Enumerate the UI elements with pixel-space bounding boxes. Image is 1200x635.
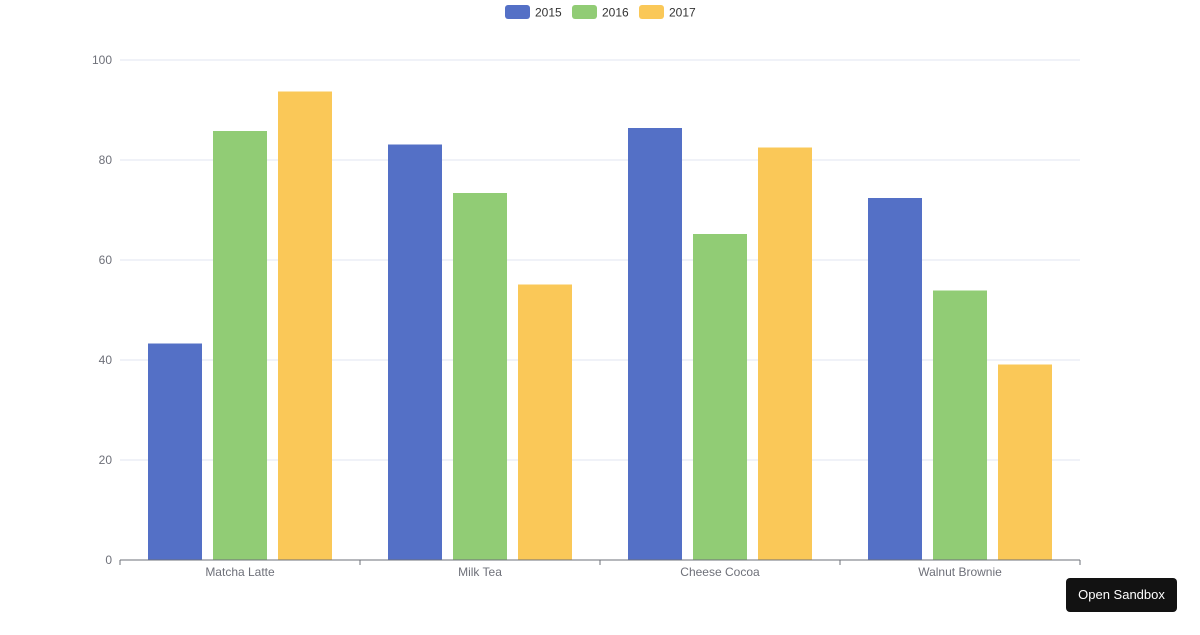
bar-2015-milk-tea[interactable] xyxy=(388,144,442,561)
bar-2016-walnut-brownie[interactable] xyxy=(933,290,987,561)
legend-item-2016[interactable]: 2016 xyxy=(572,5,629,20)
bar-2017-matcha-latte[interactable] xyxy=(278,91,332,561)
x-tick-label: Matcha Latte xyxy=(205,565,275,579)
bar-2017-milk-tea[interactable] xyxy=(518,284,572,561)
legend-swatch xyxy=(572,5,597,19)
legend-swatch xyxy=(639,5,664,19)
legend-swatch xyxy=(505,5,530,19)
y-tick-label: 80 xyxy=(99,153,113,167)
y-tick-label: 0 xyxy=(105,553,112,567)
bars xyxy=(148,91,1052,561)
bar-2016-milk-tea[interactable] xyxy=(453,193,507,560)
x-tick-label: Walnut Brownie xyxy=(918,565,1002,579)
legend-item-2017[interactable]: 2017 xyxy=(639,5,696,20)
open-sandbox-button[interactable]: Open Sandbox xyxy=(1066,578,1177,612)
bar-2017-cheese-cocoa[interactable] xyxy=(758,147,812,561)
bar-2017-walnut-brownie[interactable] xyxy=(998,364,1052,561)
legend-label: 2017 xyxy=(669,6,696,20)
bar-2016-matcha-latte[interactable] xyxy=(213,131,267,560)
y-tick-label: 60 xyxy=(99,253,113,267)
bar-2016-cheese-cocoa[interactable] xyxy=(693,234,747,560)
legend-label: 2016 xyxy=(602,6,629,20)
y-tick-label: 40 xyxy=(99,353,113,367)
y-tick-label: 100 xyxy=(92,53,112,67)
legend-label: 2015 xyxy=(535,6,562,20)
bar-2015-matcha-latte[interactable] xyxy=(148,343,202,561)
legend-item-2015[interactable]: 2015 xyxy=(505,5,562,20)
bar-2015-walnut-brownie[interactable] xyxy=(868,198,922,560)
y-tick-label: 20 xyxy=(99,453,113,467)
axes: 0 20 40 60 80 100 Matcha Latte Milk Tea Cheese C… xyxy=(92,53,1081,579)
x-tick-label: Milk Tea xyxy=(458,565,502,579)
x-tick-label: Cheese Cocoa xyxy=(680,565,760,579)
bar-2015-cheese-cocoa[interactable] xyxy=(628,128,682,560)
legend[interactable]: 2015 2016 2017 xyxy=(505,5,696,20)
